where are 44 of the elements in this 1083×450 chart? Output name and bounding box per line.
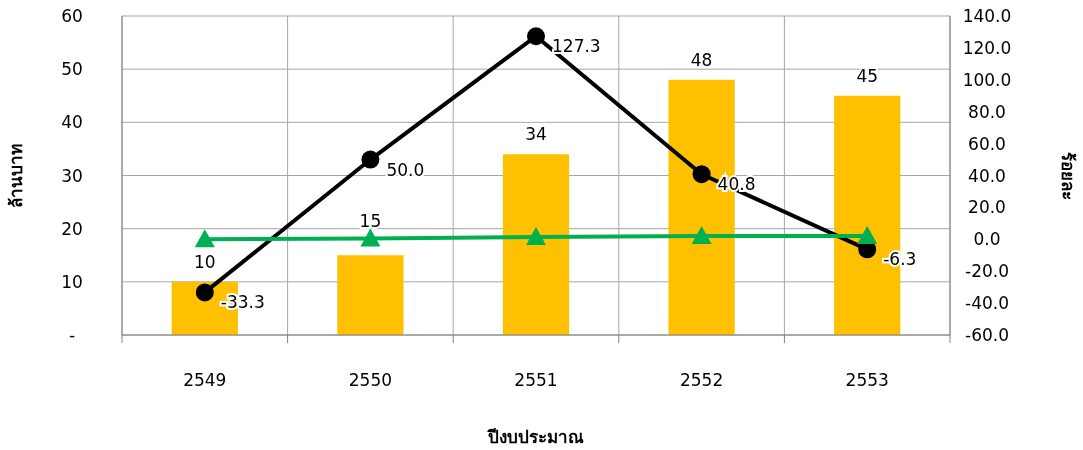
y-tick-label: 60 bbox=[61, 6, 83, 26]
y2-tick-label: -40.0 bbox=[965, 293, 1009, 314]
y-tick-label: 20 bbox=[61, 218, 83, 239]
y2-tick-label: -60.0 bbox=[965, 325, 1009, 345]
data-label: 127.3 bbox=[552, 36, 601, 57]
y-tick-label: 10 bbox=[61, 271, 83, 292]
point bbox=[526, 226, 546, 245]
y2-tick-label: 80.0 bbox=[968, 101, 1006, 122]
data-label: 48 bbox=[690, 49, 713, 70]
data-label: 10 bbox=[193, 251, 216, 272]
point bbox=[692, 165, 711, 184]
y-tick-label: 30 bbox=[61, 165, 83, 186]
x-axis-title: ปีงบประมาณ bbox=[487, 427, 584, 447]
point bbox=[361, 150, 380, 169]
point bbox=[195, 283, 214, 302]
point bbox=[527, 27, 545, 46]
point bbox=[360, 228, 381, 247]
point bbox=[857, 226, 878, 245]
y2-tick-label: 100.0 bbox=[962, 69, 1012, 90]
y-tick-label: - bbox=[68, 325, 76, 345]
data-label: 15 bbox=[359, 210, 382, 231]
y2-tick-label: 20.0 bbox=[968, 197, 1006, 218]
y2-tick-label: -20.0 bbox=[965, 261, 1009, 282]
y-axis-title: ล้านบาท bbox=[6, 143, 26, 208]
y2-tick-label: 0.0 bbox=[973, 229, 1001, 250]
data-label: 45 bbox=[856, 65, 879, 86]
x-tick-label: 2552 bbox=[679, 370, 724, 390]
y2-tick-label: 60.0 bbox=[968, 133, 1006, 154]
data-label: 34 bbox=[525, 124, 547, 145]
y2-axis-title: ร้อยละ bbox=[1058, 151, 1078, 200]
bar bbox=[502, 154, 570, 335]
x-tick-label: 2551 bbox=[514, 370, 558, 390]
x-tick-label: 2553 bbox=[845, 370, 889, 390]
y2-tick-label: 140.0 bbox=[962, 6, 1012, 26]
point bbox=[691, 226, 712, 245]
point bbox=[194, 229, 215, 248]
y-tick-label: 50 bbox=[61, 59, 83, 80]
y-tick-label: 40 bbox=[61, 112, 83, 133]
bar bbox=[337, 255, 404, 335]
y2-tick-label: 120.0 bbox=[962, 37, 1012, 58]
x-tick-label: 2549 bbox=[183, 370, 227, 390]
y2-tick-label: 40.0 bbox=[968, 165, 1006, 186]
x-tick-label: 2550 bbox=[348, 370, 393, 390]
data-label: 50.0 bbox=[386, 159, 425, 180]
